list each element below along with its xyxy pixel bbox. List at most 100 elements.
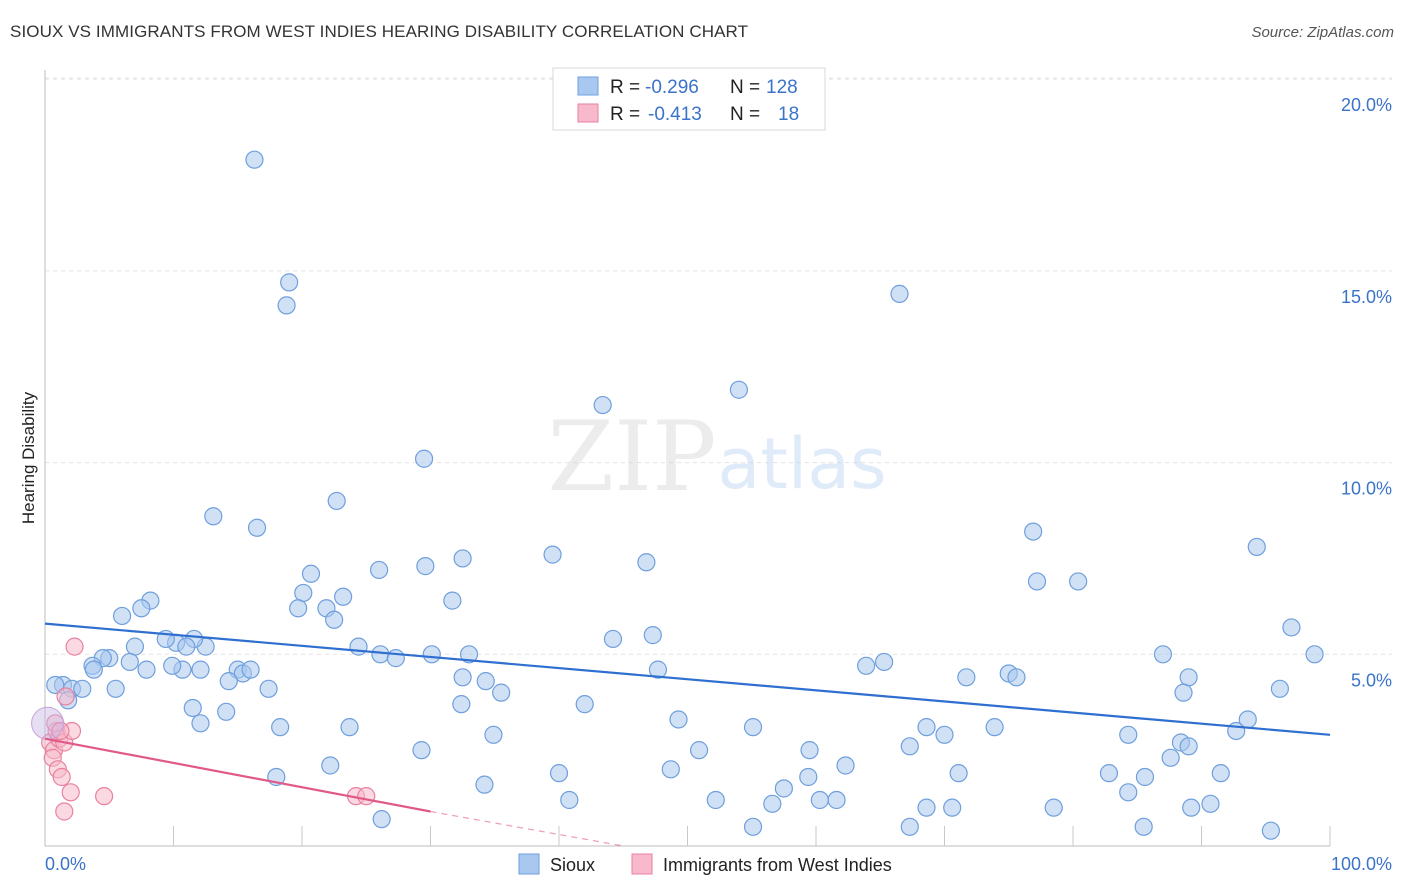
- point-sioux: [334, 587, 353, 606]
- point-sioux: [412, 741, 431, 760]
- point-sioux: [219, 672, 238, 691]
- point-sioux: [46, 675, 65, 695]
- point-sioux: [1179, 668, 1198, 687]
- point-sioux: [857, 656, 876, 675]
- point-west-indies: [56, 687, 75, 706]
- x-tick-label-max: 100.0%: [1331, 854, 1392, 874]
- point-cluster: [31, 706, 65, 740]
- point-sioux: [177, 637, 196, 656]
- point-sioux: [414, 449, 434, 468]
- point-sioux: [593, 395, 612, 415]
- point-sioux: [689, 741, 709, 760]
- point-sioux: [1153, 645, 1173, 664]
- point-sioux: [289, 599, 308, 618]
- point-sioux: [603, 629, 623, 649]
- y-tick-label: 20.0%: [1341, 95, 1392, 115]
- point-sioux: [492, 683, 511, 702]
- point-sioux: [1247, 537, 1266, 557]
- point-sioux: [325, 610, 344, 629]
- point-sioux: [1134, 817, 1153, 836]
- point-sioux: [957, 668, 976, 687]
- point-sioux: [120, 652, 139, 672]
- point-sioux: [1211, 764, 1230, 783]
- point-sioux: [637, 553, 656, 572]
- point-sioux: [259, 679, 278, 698]
- trend-line-west-indies-extension: [430, 810, 624, 847]
- point-sioux: [1027, 572, 1047, 591]
- point-west-indies: [61, 783, 80, 802]
- x-axis-ticks: [173, 826, 1331, 846]
- point-sioux: [917, 718, 936, 737]
- point-sioux: [106, 679, 125, 698]
- point-sioux: [271, 718, 290, 737]
- watermark-zip: ZIP: [547, 401, 716, 513]
- point-sioux: [327, 491, 346, 511]
- point-sioux: [810, 790, 829, 810]
- watermark: ZIP atlas: [547, 401, 886, 513]
- point-sioux: [1135, 767, 1155, 787]
- point-sioux: [1179, 737, 1198, 756]
- stats-box: R = -0.296 N = 128 R = -0.413 N = 18: [552, 67, 826, 131]
- point-sioux: [1174, 683, 1193, 702]
- point-west-indies: [95, 787, 114, 806]
- point-sioux: [1261, 821, 1280, 840]
- point-sioux: [370, 560, 389, 580]
- point-sioux: [452, 695, 471, 714]
- point-sioux: [416, 557, 435, 576]
- point-sioux: [575, 695, 594, 714]
- legend-label-west-indies: Immigrants from West Indies: [663, 855, 892, 875]
- point-sioux: [549, 764, 569, 783]
- point-sioux: [743, 817, 763, 836]
- y-tick-label: 15.0%: [1341, 287, 1392, 307]
- point-sioux: [1007, 668, 1026, 687]
- y-tick-labels: 5.0% 10.0% 15.0% 20.0%: [1341, 95, 1392, 690]
- point-sioux: [372, 810, 391, 829]
- stats-n-value-1: 128: [766, 77, 798, 98]
- point-sioux: [73, 679, 92, 698]
- legend-swatch-sioux: [518, 853, 540, 875]
- point-sioux: [84, 660, 103, 679]
- point-sioux: [743, 718, 763, 737]
- chart-title: SIOUX VS IMMIGRANTS FROM WEST INDIES HEA…: [10, 22, 749, 41]
- point-sioux: [1044, 798, 1063, 817]
- stats-swatch-west-indies: [577, 103, 599, 123]
- point-sioux: [1201, 794, 1220, 813]
- point-sioux: [1270, 679, 1289, 698]
- point-sioux: [729, 380, 749, 399]
- point-sioux: [1305, 645, 1324, 664]
- watermark-atlas: atlas: [717, 423, 886, 505]
- point-sioux: [900, 817, 919, 836]
- point-sioux: [191, 660, 210, 679]
- point-sioux: [949, 764, 968, 783]
- point-sioux: [1119, 725, 1138, 744]
- point-sioux: [476, 672, 495, 691]
- point-sioux: [985, 718, 1004, 737]
- x-tick-label-min: 0.0%: [45, 854, 86, 874]
- stats-swatch-sioux: [577, 76, 599, 96]
- point-sioux: [799, 767, 818, 787]
- stats-r-value-2: -0.413: [648, 104, 702, 125]
- point-sioux: [875, 652, 894, 672]
- point-sioux: [453, 549, 472, 568]
- point-sioux: [132, 599, 151, 618]
- point-sioux: [1282, 618, 1301, 637]
- point-west-indies: [357, 787, 376, 806]
- point-sioux: [459, 645, 479, 664]
- y-tick-label: 10.0%: [1341, 479, 1392, 499]
- point-sioux: [543, 545, 562, 564]
- point-sioux: [125, 637, 145, 656]
- point-sioux: [340, 718, 359, 737]
- point-sioux: [900, 737, 919, 756]
- point-sioux: [422, 645, 441, 664]
- point-sioux: [648, 660, 668, 679]
- point-sioux: [836, 756, 855, 775]
- point-sioux: [301, 564, 321, 583]
- point-west-indies: [65, 637, 84, 656]
- point-west-indies: [55, 802, 74, 821]
- source-label: Source: ZipAtlas.com: [1251, 24, 1394, 41]
- point-sioux: [661, 760, 680, 779]
- point-sioux: [349, 637, 368, 656]
- point-sioux: [386, 649, 405, 668]
- stats-n-label-1: N =: [730, 77, 760, 98]
- point-sioux: [1161, 748, 1180, 767]
